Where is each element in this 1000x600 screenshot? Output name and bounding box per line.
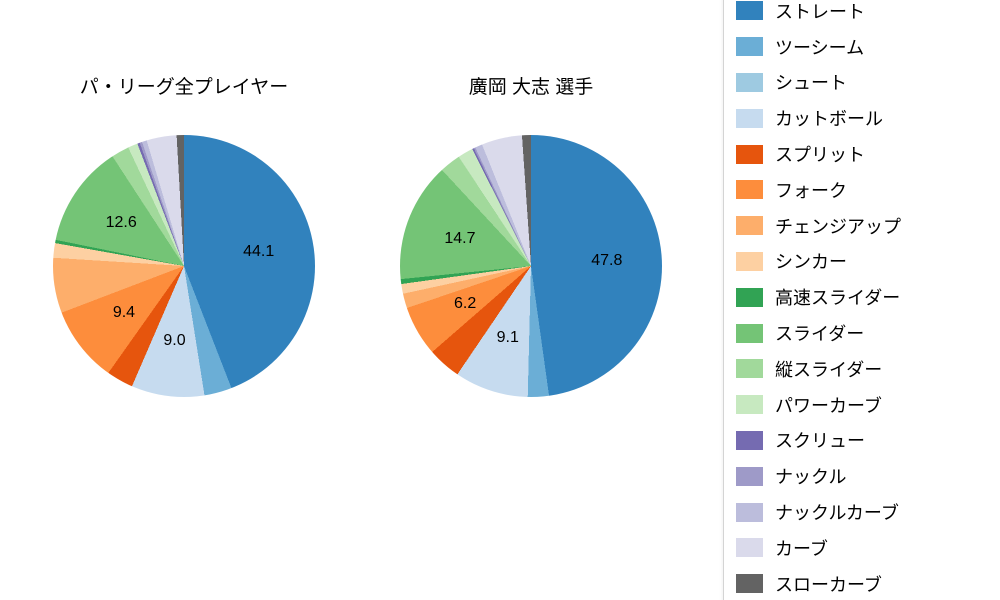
pie-slice-label: 9.1 [496,329,519,347]
legend-item: シュート [736,65,1000,101]
legend-color-swatch [736,395,763,415]
left-pie-title: パ・リーグ全プレイヤー [79,77,289,98]
legend-item-label: フォーク [775,180,847,201]
right-pie-title: 廣岡 大志 選手 [468,77,594,98]
left-pie-chart: 44.1 9.0 9.4 12.6 [53,135,315,397]
legend-item-label: ナックル [775,467,847,488]
legend-color-swatch [736,502,763,522]
legend-item: スローカーブ [736,566,1000,600]
legend-item-label: シュート [775,73,847,94]
legend-item: シンカー [736,244,1000,280]
legend-item: フォーク [736,172,1000,208]
legend-item: スクリュー [736,423,1000,459]
legend-item: スプリット [736,136,1000,172]
legend-item: ツーシーム [736,29,1000,65]
pie-slice-label: 6.2 [453,294,477,312]
legend-color-swatch [736,287,763,307]
pie-slice-label: 14.7 [444,230,476,248]
legend-color-swatch [736,466,763,486]
legend-item-label: チェンジアップ [775,216,901,237]
pie-slice-label: 44.1 [243,242,275,260]
legend-item-label: 高速スライダー [775,288,901,309]
legend-item-label: カーブ [775,538,828,559]
legend-color-swatch [736,430,763,450]
legend-color-swatch [736,144,763,164]
legend-item-label: スプリット [775,145,865,166]
legend-item-label: スローカーブ [775,574,882,595]
legend-color-swatch [736,1,763,21]
legend-item-label: スライダー [775,324,865,345]
legend-color-swatch [736,37,763,57]
legend-item: パワーカーブ [736,387,1000,423]
legend-item: カットボール [736,100,1000,136]
legend-item-label: シンカー [775,252,847,273]
legend-item-label: パワーカーブ [775,395,882,416]
legend-item: カーブ [736,530,1000,566]
legend-color-swatch [736,180,763,200]
legend-item-label: スクリュー [775,431,865,452]
legend-item: スライダー [736,315,1000,351]
legend-item: ストレート [736,0,1000,29]
legend-item-label: カットボール [775,109,883,130]
legend-item: ナックルカーブ [736,494,1000,530]
legend-item-label: ナックルカーブ [775,503,899,524]
legend-item: 高速スライダー [736,279,1000,315]
legend-color-swatch [736,538,763,558]
legend-color-swatch [736,72,763,92]
pie-slice-label: 9.4 [112,303,136,321]
legend-item-label: ツーシーム [775,37,865,58]
legend-color-swatch [736,574,763,594]
legend-color-swatch [736,216,763,236]
legend-item: チェンジアップ [736,208,1000,244]
legend: ストレートツーシームシュートカットボール スプリットフォークチェンジアップ シンカー… [723,0,1000,600]
legend-color-swatch [736,251,763,271]
legend-color-swatch [736,108,763,128]
legend-item: 縦スライダー [736,351,1000,387]
legend-color-swatch [736,359,763,379]
legend-item: ナックル [736,458,1000,494]
legend-item-label: 縦スライダー [775,359,883,380]
legend-color-swatch [736,323,763,343]
pie-slice-label: 9.0 [163,332,186,350]
legend-item-label: ストレート [775,1,865,22]
right-pie-chart: 47.8 9.1 6.2 14.7 [400,135,662,397]
pie-slice-label: 47.8 [591,251,623,269]
pie-slice-label: 12.6 [105,214,137,232]
